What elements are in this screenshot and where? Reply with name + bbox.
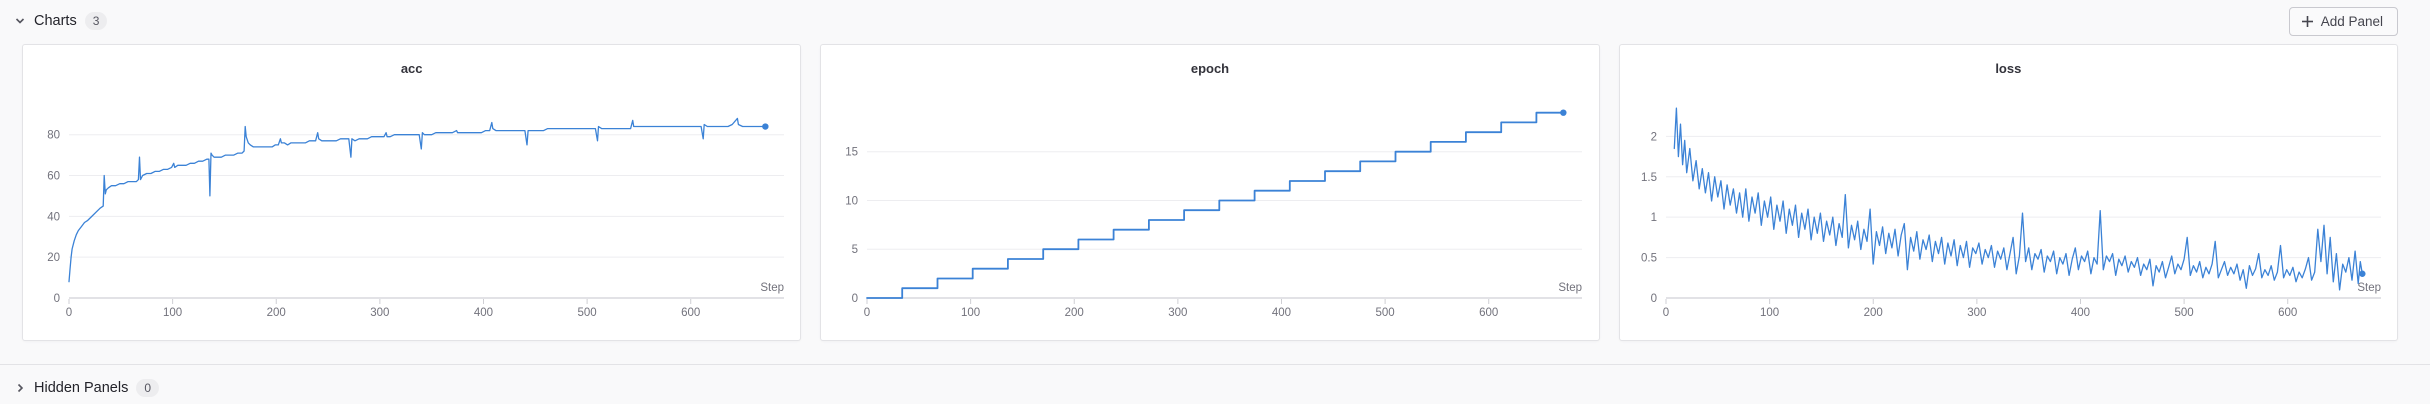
svg-text:400: 400 <box>2071 307 2090 319</box>
svg-text:400: 400 <box>474 307 493 319</box>
svg-text:200: 200 <box>1065 307 1084 319</box>
svg-text:500: 500 <box>1376 307 1395 319</box>
chart-panel-loss[interactable]: loss 0 100 200 300 400 500 600 0 0.5 1 1.5 2 Step <box>1618 44 2398 341</box>
svg-text:0: 0 <box>54 293 60 305</box>
svg-text:300: 300 <box>1967 307 1986 319</box>
svg-text:300: 300 <box>1169 307 1188 319</box>
section-title: Charts <box>34 13 77 29</box>
charts-collapse-toggle[interactable]: Charts 3 <box>14 12 108 30</box>
section-divider <box>0 364 2430 365</box>
svg-text:100: 100 <box>163 307 182 319</box>
chart-svg[interactable]: 0 100 200 300 400 500 600 0 0.5 1 1.5 2 Step <box>1620 45 2397 340</box>
svg-text:15: 15 <box>846 147 859 159</box>
charts-count-badge: 3 <box>84 12 108 30</box>
hidden-panels-count-badge: 0 <box>136 379 160 397</box>
svg-text:100: 100 <box>961 307 980 319</box>
svg-text:100: 100 <box>1760 307 1779 319</box>
add-panel-label: Add Panel <box>2320 13 2383 29</box>
svg-text:1.5: 1.5 <box>1641 172 1657 184</box>
chart-canvas[interactable]: 0 100 200 300 400 500 600 0 5 10 15 Step <box>821 45 1598 340</box>
chart-panel-epoch[interactable]: epoch 0 100 200 300 400 500 600 0 5 10 15 Step <box>820 44 1600 341</box>
chart-canvas[interactable]: 0 100 200 300 400 500 600 0 0.5 1 1.5 2 Step <box>1620 45 2397 340</box>
svg-text:0: 0 <box>864 307 870 319</box>
svg-text:10: 10 <box>846 195 859 207</box>
svg-text:0: 0 <box>66 307 72 319</box>
svg-text:0.5: 0.5 <box>1641 253 1657 265</box>
svg-text:300: 300 <box>370 307 389 319</box>
svg-text:2: 2 <box>1650 131 1656 143</box>
svg-text:200: 200 <box>1863 307 1882 319</box>
svg-text:600: 600 <box>2278 307 2297 319</box>
svg-text:40: 40 <box>47 211 60 223</box>
svg-text:600: 600 <box>681 307 700 319</box>
chart-panel-acc[interactable]: acc 0 100 200 300 400 500 600 0 20 40 60 80 Step <box>22 44 802 341</box>
section-title: Hidden Panels <box>34 380 129 396</box>
svg-text:80: 80 <box>47 130 60 142</box>
svg-text:0: 0 <box>1650 293 1656 305</box>
chart-svg[interactable]: 0 100 200 300 400 500 600 0 20 40 60 80 Step <box>23 45 800 340</box>
svg-text:5: 5 <box>852 244 858 256</box>
svg-text:0: 0 <box>1662 307 1668 319</box>
svg-text:400: 400 <box>1272 307 1291 319</box>
svg-text:500: 500 <box>578 307 597 319</box>
svg-text:200: 200 <box>267 307 286 319</box>
svg-text:20: 20 <box>47 252 60 264</box>
svg-text:60: 60 <box>47 171 60 183</box>
chart-svg[interactable]: 0 100 200 300 400 500 600 0 5 10 15 Step <box>821 45 1598 340</box>
svg-text:500: 500 <box>2174 307 2193 319</box>
chevron-down-icon <box>15 18 25 24</box>
panels-row: acc 0 100 200 300 400 500 600 0 20 40 60 80 Step epo… <box>22 44 2398 341</box>
plus-icon <box>2301 15 2313 27</box>
chart-canvas[interactable]: 0 100 200 300 400 500 600 0 20 40 60 80 Step <box>23 45 800 340</box>
svg-text:Step: Step <box>760 282 784 294</box>
svg-text:Step: Step <box>2357 282 2381 294</box>
add-panel-button[interactable]: Add Panel <box>2288 6 2398 36</box>
svg-text:1: 1 <box>1650 212 1656 224</box>
svg-text:Step: Step <box>1559 282 1583 294</box>
charts-section-header: Charts 3 Add Panel <box>0 0 2430 42</box>
chevron-right-icon <box>17 383 24 393</box>
svg-text:0: 0 <box>852 293 858 305</box>
hidden-panels-collapse-toggle[interactable]: Hidden Panels 0 <box>0 365 2430 397</box>
svg-text:600: 600 <box>1479 307 1498 319</box>
